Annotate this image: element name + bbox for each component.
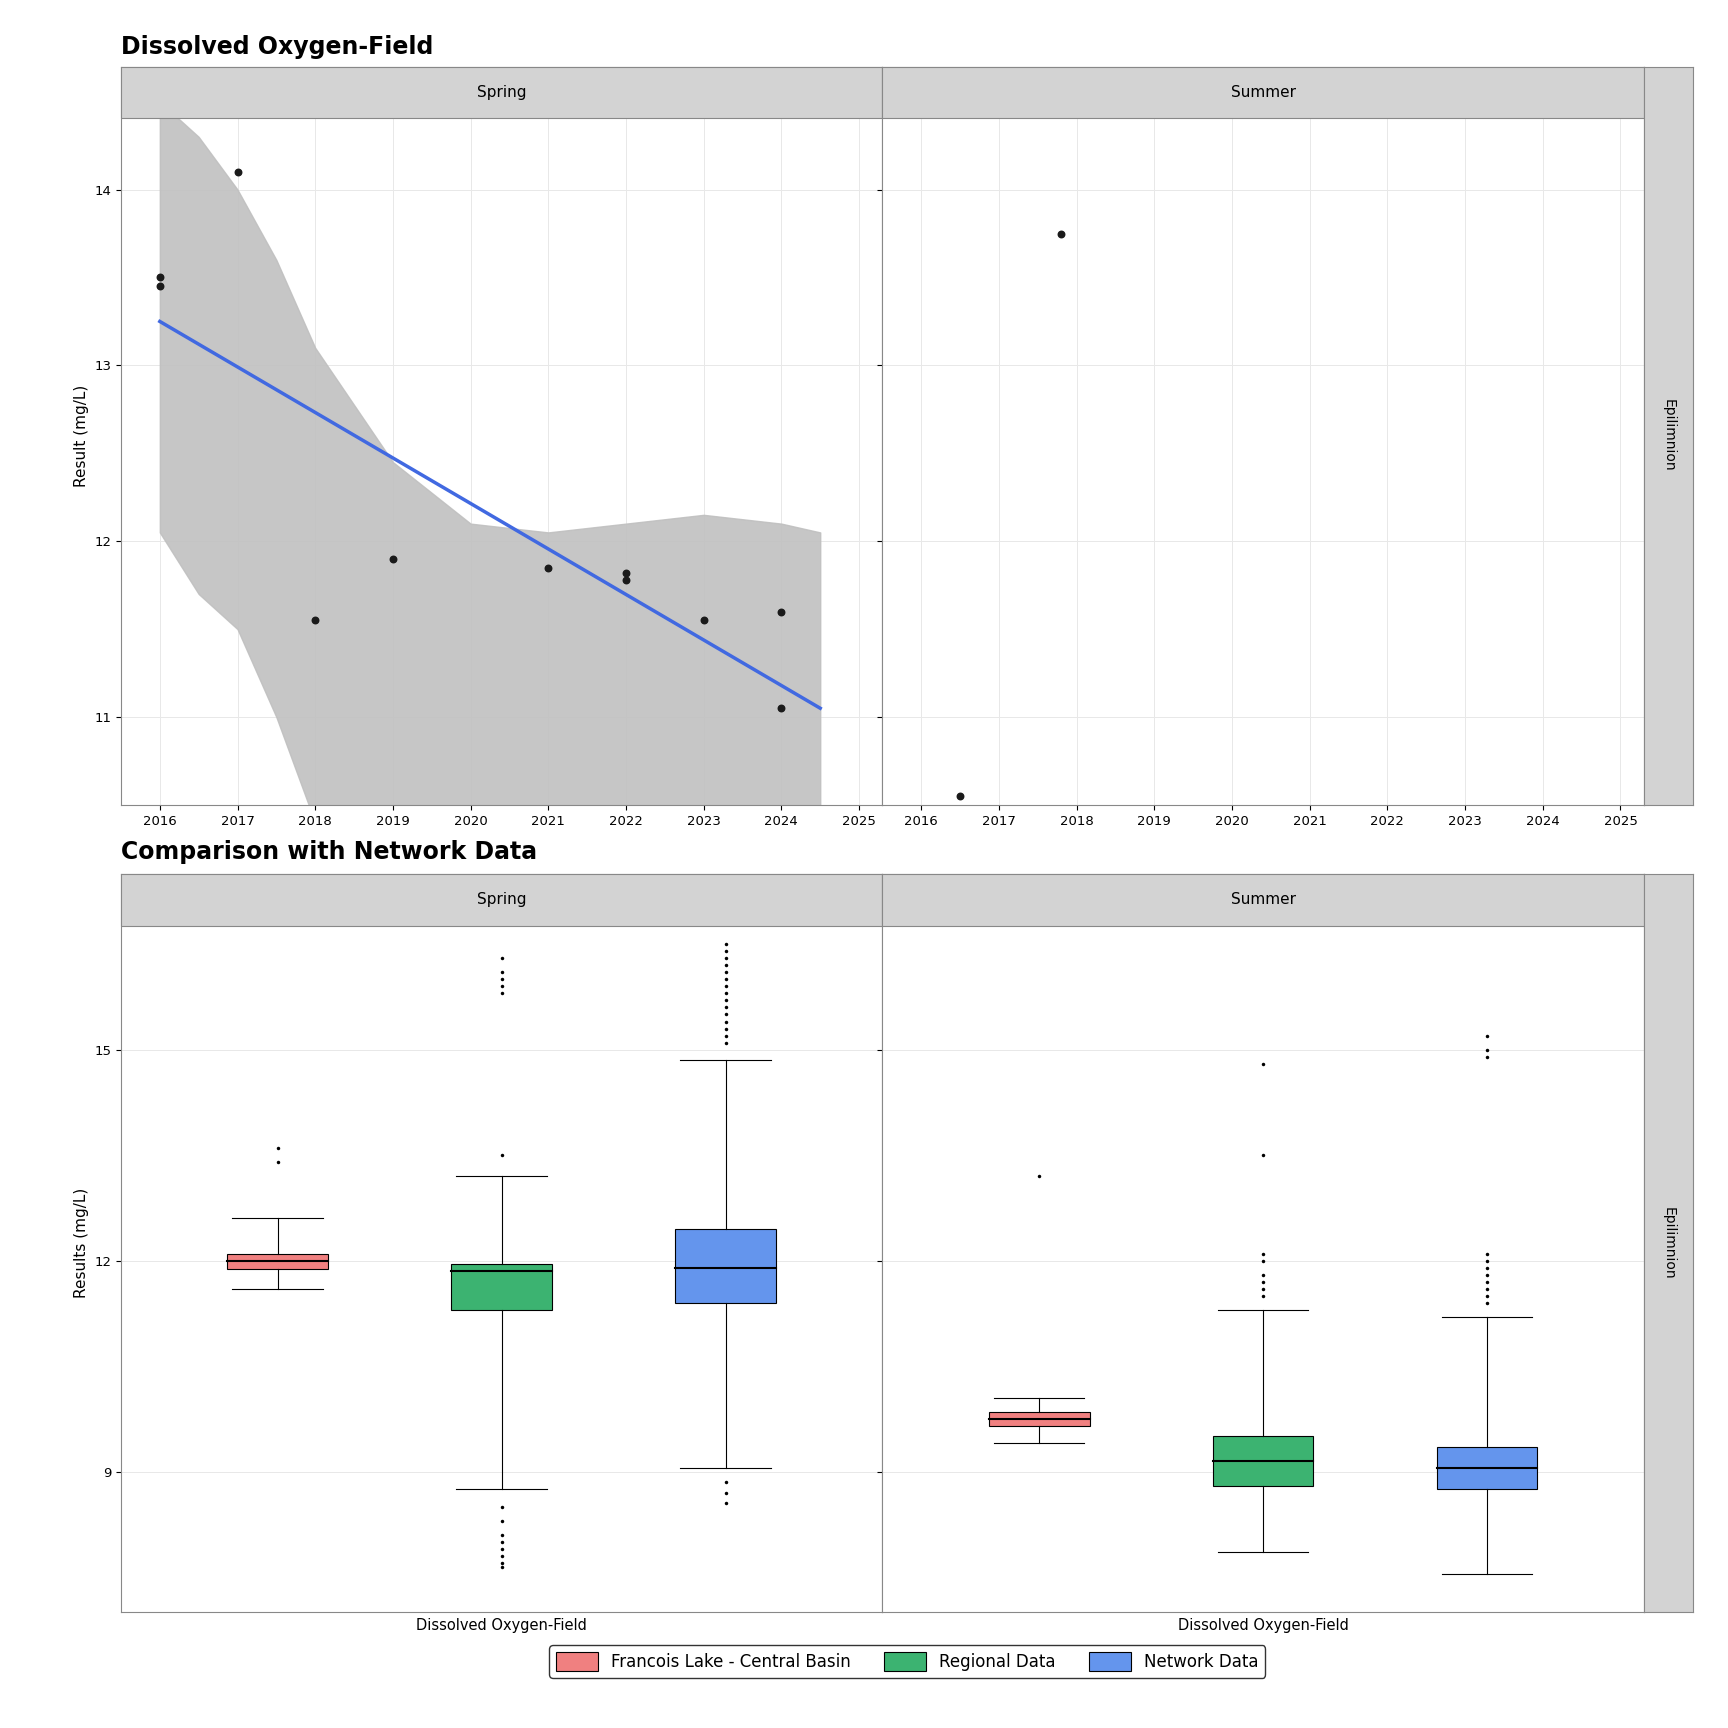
Point bbox=[1334, 909, 1362, 937]
Point bbox=[612, 560, 639, 588]
Bar bbox=[1213, 1436, 1313, 1486]
Point bbox=[1412, 964, 1439, 992]
Point bbox=[767, 695, 795, 722]
Bar bbox=[676, 1229, 776, 1303]
Point bbox=[145, 273, 173, 301]
Text: Spring: Spring bbox=[477, 892, 527, 907]
Text: Epilimnion: Epilimnion bbox=[1662, 399, 1676, 472]
Text: Spring: Spring bbox=[477, 85, 527, 100]
Point bbox=[1047, 219, 1075, 247]
Bar bbox=[988, 1412, 1090, 1426]
Point bbox=[223, 159, 251, 187]
Point bbox=[947, 783, 975, 810]
Bar bbox=[883, 874, 1643, 926]
Bar bbox=[228, 1253, 328, 1268]
Bar bbox=[451, 1265, 551, 1310]
Bar bbox=[1436, 1446, 1538, 1490]
Bar bbox=[121, 874, 883, 926]
Point bbox=[767, 598, 795, 626]
Text: Summer: Summer bbox=[1230, 85, 1296, 100]
Bar bbox=[121, 66, 883, 118]
Legend: Francois Lake - Central Basin, Regional Data, Network Data: Francois Lake - Central Basin, Regional … bbox=[550, 1645, 1265, 1678]
Point bbox=[1567, 926, 1595, 954]
Point bbox=[1178, 880, 1206, 907]
Text: Epilimnion: Epilimnion bbox=[1662, 1206, 1676, 1279]
Y-axis label: Result (mg/L): Result (mg/L) bbox=[74, 385, 88, 487]
Point bbox=[689, 607, 717, 634]
Text: Comparison with Network Data: Comparison with Network Data bbox=[121, 840, 537, 864]
Point bbox=[534, 553, 562, 581]
Point bbox=[612, 567, 639, 594]
Text: Dissolved Oxygen-Field: Dissolved Oxygen-Field bbox=[121, 35, 434, 59]
Point bbox=[1118, 871, 1146, 899]
X-axis label: Dissolved Oxygen-Field: Dissolved Oxygen-Field bbox=[1178, 1617, 1348, 1633]
Bar bbox=[883, 66, 1643, 118]
Text: Summer: Summer bbox=[1230, 892, 1296, 907]
Point bbox=[145, 264, 173, 292]
X-axis label: Dissolved Oxygen-Field: Dissolved Oxygen-Field bbox=[416, 1617, 588, 1633]
Point bbox=[1490, 971, 1517, 999]
Y-axis label: Results (mg/L): Results (mg/L) bbox=[74, 1187, 88, 1298]
Point bbox=[301, 607, 328, 634]
Point bbox=[378, 544, 406, 572]
